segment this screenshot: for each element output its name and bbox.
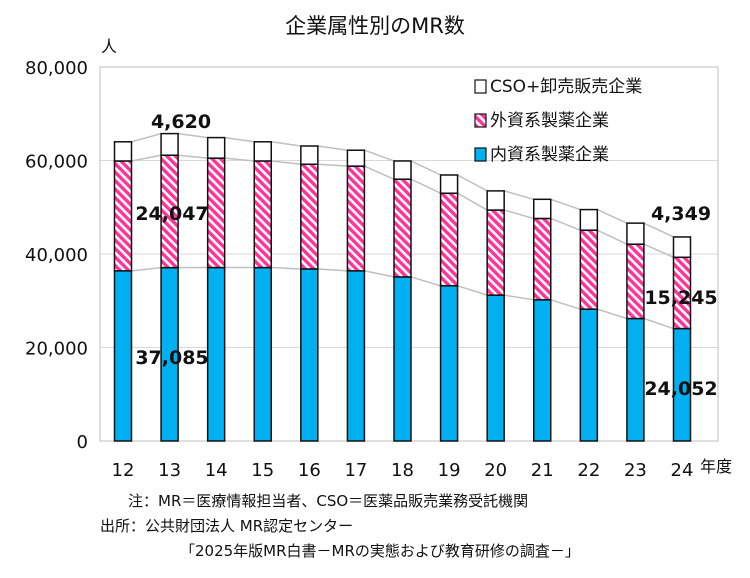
- series-connector-line: [131, 266, 674, 330]
- x-tick-label: 21: [531, 460, 554, 481]
- bar-segment: [626, 317, 645, 442]
- x-tick-label: 13: [158, 460, 181, 481]
- x-tick-label: 12: [112, 460, 135, 481]
- bar-segment: [206, 157, 226, 269]
- bar-segment: [439, 285, 459, 442]
- bar-segment: [346, 270, 366, 442]
- x-tick-label: 17: [344, 460, 367, 481]
- bar-segment: [113, 160, 133, 272]
- bar-segment: [486, 209, 505, 296]
- x-tick-label: 22: [577, 460, 600, 481]
- bar-segment: [439, 192, 459, 287]
- bar-segment: [533, 299, 552, 442]
- note-line: 注：MR＝医療情報担当者、CSO＝医薬品販売業務受託機関: [128, 492, 529, 510]
- bar-segment: [300, 145, 319, 165]
- bar-segment: [533, 217, 552, 301]
- bar-segment: [579, 229, 599, 310]
- data-label: 24,052: [644, 378, 717, 400]
- bar-segment: [393, 276, 412, 442]
- y-tick-label: 20,000: [25, 339, 88, 360]
- chart-title: 企業属性別のMR数: [285, 14, 465, 38]
- data-label: 24,047: [135, 203, 208, 225]
- x-tick-label: 24: [671, 460, 694, 481]
- series-connector-line: [131, 154, 674, 258]
- legend-swatch: [474, 113, 487, 128]
- data-label: 37,085: [135, 347, 208, 369]
- source-line: 出所：公共財団法人 MR認定センター: [100, 517, 354, 535]
- series-connector-line: [131, 132, 674, 238]
- data-label: 15,245: [644, 287, 717, 309]
- bar-segment: [160, 132, 179, 156]
- x-tick-label: 14: [205, 460, 228, 481]
- x-tick-label: 16: [298, 460, 321, 481]
- y-tick-label: 40,000: [25, 245, 88, 266]
- bar-segment: [579, 208, 599, 231]
- legend-swatch: [474, 79, 487, 94]
- y-axis-unit: 人: [101, 37, 117, 56]
- data-label: 4,620: [151, 111, 211, 133]
- bar-segment: [439, 174, 459, 194]
- x-tick-label: 20: [484, 460, 507, 481]
- bar-segment: [346, 165, 366, 272]
- bar-segment: [579, 308, 599, 442]
- y-tick-label: 0: [77, 432, 88, 453]
- y-tick-label: 60,000: [25, 152, 88, 173]
- y-tick-label: 80,000: [25, 58, 88, 79]
- bar-segment: [113, 270, 133, 442]
- x-tick-label: 15: [251, 460, 274, 481]
- bar-segment: [113, 141, 133, 162]
- bar-segment: [626, 222, 645, 245]
- bar-segment: [486, 190, 505, 211]
- bar-segment: [206, 266, 226, 442]
- bar-segment: [533, 198, 552, 220]
- bar-segment: [672, 236, 692, 259]
- bar-segment: [393, 160, 412, 180]
- bar-segment: [300, 163, 319, 270]
- bar-segment: [300, 268, 319, 442]
- bar-segment: [206, 136, 226, 159]
- bar-segment: [393, 178, 412, 278]
- x-tick-label: 23: [624, 460, 647, 481]
- x-tick-label: 18: [391, 460, 414, 481]
- bar-segment: [253, 160, 272, 269]
- bar-segment: [346, 149, 366, 167]
- source-title-line: 「2025年版MR白書－MRの実態および教育研修の調査－」: [180, 542, 580, 560]
- x-tick-label: 19: [438, 460, 461, 481]
- bar-segment: [626, 243, 645, 320]
- bar-segment: [253, 141, 272, 162]
- legend-label: 外資系製薬企業: [490, 111, 609, 131]
- bar-segment: [253, 266, 272, 442]
- legend-label: 内資系製薬企業: [490, 145, 609, 165]
- legend-swatch: [474, 147, 487, 162]
- x-axis-unit: 年度: [700, 457, 732, 476]
- legend-label: CSO+卸売販売企業: [490, 77, 642, 97]
- bar-segment: [486, 294, 505, 442]
- data-label: 4,349: [651, 203, 711, 225]
